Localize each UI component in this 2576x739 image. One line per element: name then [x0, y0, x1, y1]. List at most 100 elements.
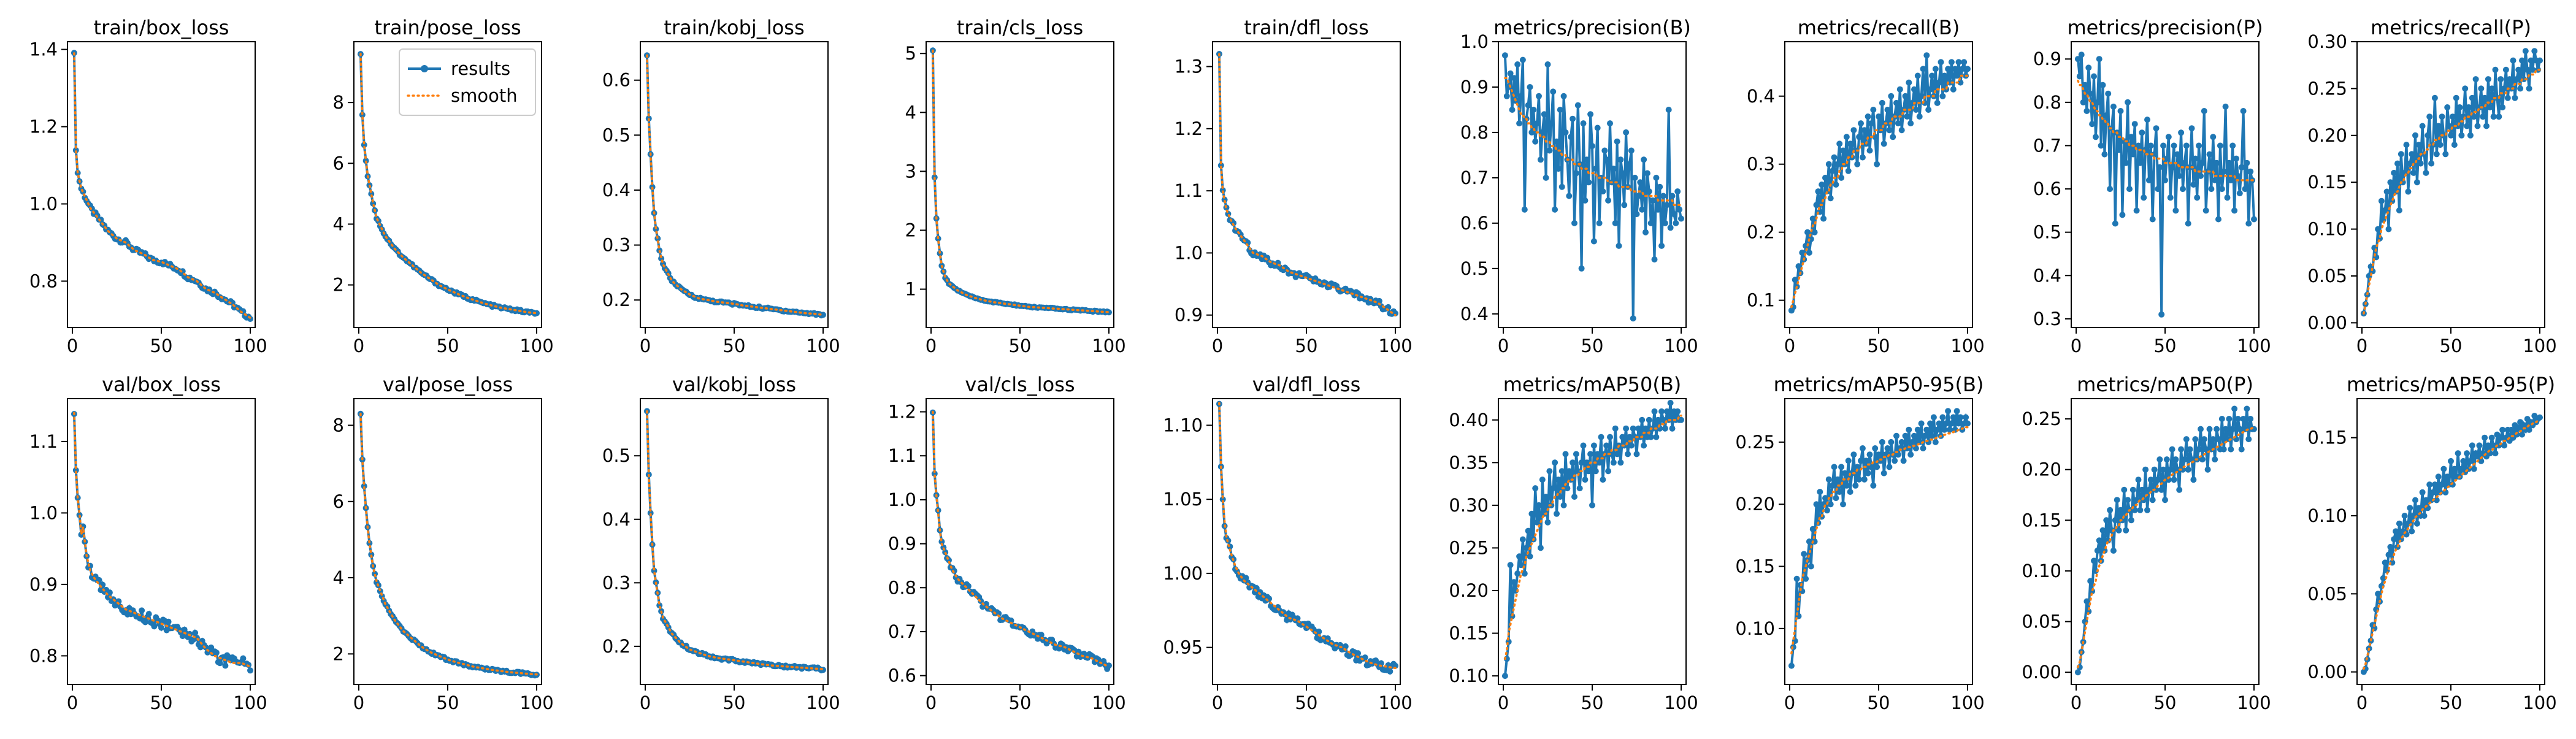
results-point	[1838, 174, 1845, 181]
results-point	[1217, 162, 1224, 169]
results-point	[2524, 66, 2531, 73]
x-tick-label: 0	[1498, 335, 1509, 356]
results-point	[1612, 425, 1619, 432]
results-point	[1930, 414, 1937, 421]
results-point	[2080, 99, 2087, 105]
results-point	[1938, 59, 1944, 66]
results-point	[2508, 426, 2515, 433]
results-point	[1641, 156, 1647, 163]
results-point	[2512, 94, 2518, 101]
y-tick-label: 1.4	[29, 39, 58, 60]
results-point	[2251, 216, 2257, 223]
x-tick-label: 100	[1092, 692, 1125, 713]
y-tick-label: 1.1	[888, 445, 916, 466]
results-point	[2526, 426, 2532, 433]
results-point	[1957, 414, 1964, 421]
y-tick-label: 0.4	[602, 509, 631, 530]
results-point	[1560, 93, 1567, 99]
results-point	[1941, 72, 1948, 79]
results-point	[1578, 459, 1585, 466]
results-point	[995, 610, 1002, 617]
results-point	[1868, 120, 1875, 127]
y-tick-label: 1.0	[29, 193, 58, 214]
results-point	[1811, 229, 1818, 235]
results-point	[1847, 140, 1853, 147]
results-point	[1662, 220, 1668, 226]
results-point	[2162, 177, 2168, 183]
results-point	[2387, 543, 2394, 550]
results-point	[1893, 99, 1899, 106]
x-tick-label: 50	[723, 335, 746, 356]
results-point	[1507, 562, 1514, 569]
results-point	[2074, 56, 2081, 63]
results-point	[534, 310, 540, 316]
results-point	[2517, 85, 2524, 92]
results-point	[151, 623, 158, 630]
results-point	[1879, 438, 1885, 445]
results-point	[2469, 442, 2475, 449]
results-point	[1845, 167, 1852, 174]
results-point	[983, 600, 989, 607]
results-point	[2149, 216, 2156, 223]
results-point	[2107, 186, 2114, 193]
results-point	[2141, 194, 2147, 201]
results-point	[2231, 207, 2238, 214]
results-point	[222, 662, 229, 669]
results-point	[1909, 438, 1916, 445]
results-point	[1914, 426, 1921, 433]
results-point	[2387, 179, 2394, 186]
smooth-line	[359, 53, 538, 315]
y-tick-label: 0.25	[2307, 78, 2347, 99]
results-point	[72, 147, 79, 153]
y-tick-label: 0.2	[1747, 222, 1775, 243]
results-point	[1617, 156, 1624, 163]
results-point	[1643, 425, 1649, 432]
x-tick-label: 0	[926, 692, 937, 713]
results-line	[931, 412, 1110, 672]
y-tick-label: 0.6	[1460, 213, 1489, 234]
x-tick-label: 50	[150, 335, 173, 356]
results-point	[2208, 186, 2215, 193]
results-point	[2435, 473, 2442, 480]
results-point	[1653, 174, 1660, 181]
results-point	[1934, 426, 1941, 433]
results-point	[2149, 497, 2156, 504]
results-point	[1833, 495, 1839, 502]
legend-results-marker	[421, 65, 428, 72]
results-point	[1792, 277, 1798, 283]
results-point	[2412, 132, 2418, 139]
smooth-line	[73, 52, 251, 320]
results-point	[647, 510, 654, 516]
results-point	[1584, 156, 1590, 163]
y-tick-label: 0.9	[1460, 77, 1489, 98]
results-point	[1950, 414, 1957, 421]
results-line	[1790, 411, 1969, 666]
results-point	[2238, 164, 2245, 170]
results-point	[1594, 451, 1601, 458]
x-tick-label: 50	[150, 692, 173, 713]
results-point	[1635, 425, 1642, 432]
results-point	[2147, 477, 2154, 483]
results-point	[1947, 426, 1953, 433]
results-point	[372, 570, 378, 577]
results-point	[2144, 507, 2150, 513]
results-point	[2096, 537, 2103, 544]
results-point	[1106, 662, 1112, 669]
results-point	[2078, 52, 2085, 58]
results-point	[2160, 466, 2167, 473]
results-point	[2094, 547, 2101, 554]
results-point	[1920, 445, 1926, 451]
results-point	[1843, 482, 1850, 489]
results-point	[2433, 497, 2440, 504]
results-point	[1008, 617, 1014, 624]
results-point	[1936, 420, 1942, 427]
results-point	[2242, 186, 2248, 193]
y-tick-label: 0.20	[2307, 125, 2347, 146]
y-tick-label: 0.3	[2033, 308, 2061, 329]
axes-frame	[926, 398, 1114, 685]
results-point	[1574, 468, 1581, 475]
y-tick-label: 4	[333, 213, 344, 234]
results-point	[2482, 434, 2488, 441]
results-point	[1534, 519, 1541, 526]
results-point	[2210, 134, 2217, 140]
